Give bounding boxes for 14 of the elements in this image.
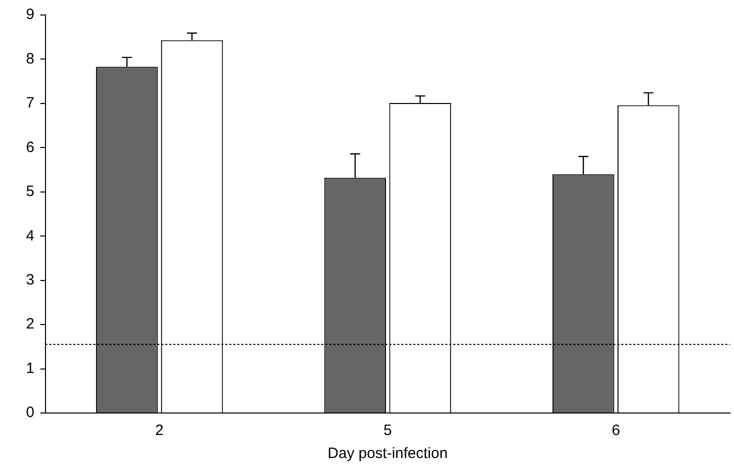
y-tick-label: 2	[26, 316, 34, 333]
x-tick-label: 6	[612, 422, 620, 440]
x-tick-label: 5	[384, 422, 392, 440]
y-tick-label: 9	[26, 6, 34, 24]
x-axis-title: Day post-infection	[328, 445, 448, 462]
y-tick-label: 3	[26, 271, 34, 288]
y-tick-label: 4	[26, 227, 34, 244]
y-tick-label: 5	[26, 183, 34, 200]
y-tick-label: 7	[26, 94, 34, 112]
y-tick-label: 0	[26, 404, 34, 422]
y-tick-label: 6	[26, 138, 34, 156]
x-tick-label: 2	[155, 422, 164, 440]
y-tick-label: 1	[26, 360, 34, 377]
y-tick-label: 8	[26, 50, 34, 68]
